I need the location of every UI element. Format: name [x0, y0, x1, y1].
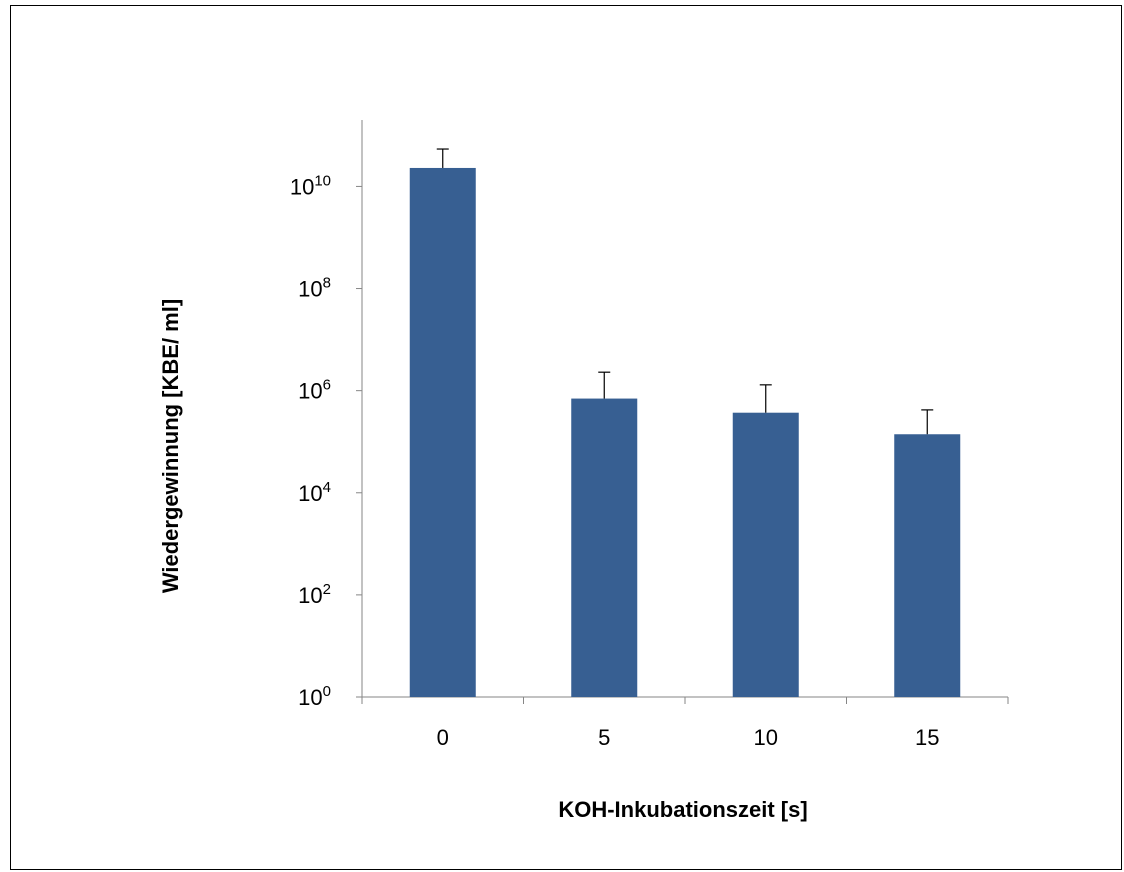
y-tick-exponent: 6: [323, 377, 331, 394]
y-axis-title: Wiedergewinnung [KBE/ ml]: [158, 299, 183, 593]
x-tick-label: 0: [437, 725, 449, 750]
y-tick-exponent: 4: [323, 479, 331, 496]
x-tick-labels: 0 5 10 15: [437, 725, 940, 750]
y-tick-exponent: 2: [323, 581, 331, 598]
y-tick-exponent: 10: [314, 172, 331, 189]
y-tick-label: 1010: [290, 172, 331, 199]
error-bars: [436, 148, 934, 435]
bar: [409, 167, 476, 697]
bar: [571, 398, 638, 697]
y-tick-label: 102: [298, 581, 331, 608]
y-tick-label: 108: [298, 275, 331, 302]
x-axis-title: KOH-Inkubationszeit [s]: [558, 797, 807, 822]
bars: [409, 167, 961, 697]
y-tick-exponent: 0: [323, 683, 331, 700]
y-tick-exponent: 8: [323, 275, 331, 292]
x-tick-label: 10: [754, 725, 778, 750]
bar: [732, 412, 799, 697]
x-tick-label: 5: [598, 725, 610, 750]
y-tick-label: 100: [298, 683, 331, 710]
bar: [894, 434, 961, 697]
y-tick-label: 106: [298, 377, 331, 404]
y-tick-label: 104: [298, 479, 331, 506]
x-tick-label: 15: [915, 725, 939, 750]
